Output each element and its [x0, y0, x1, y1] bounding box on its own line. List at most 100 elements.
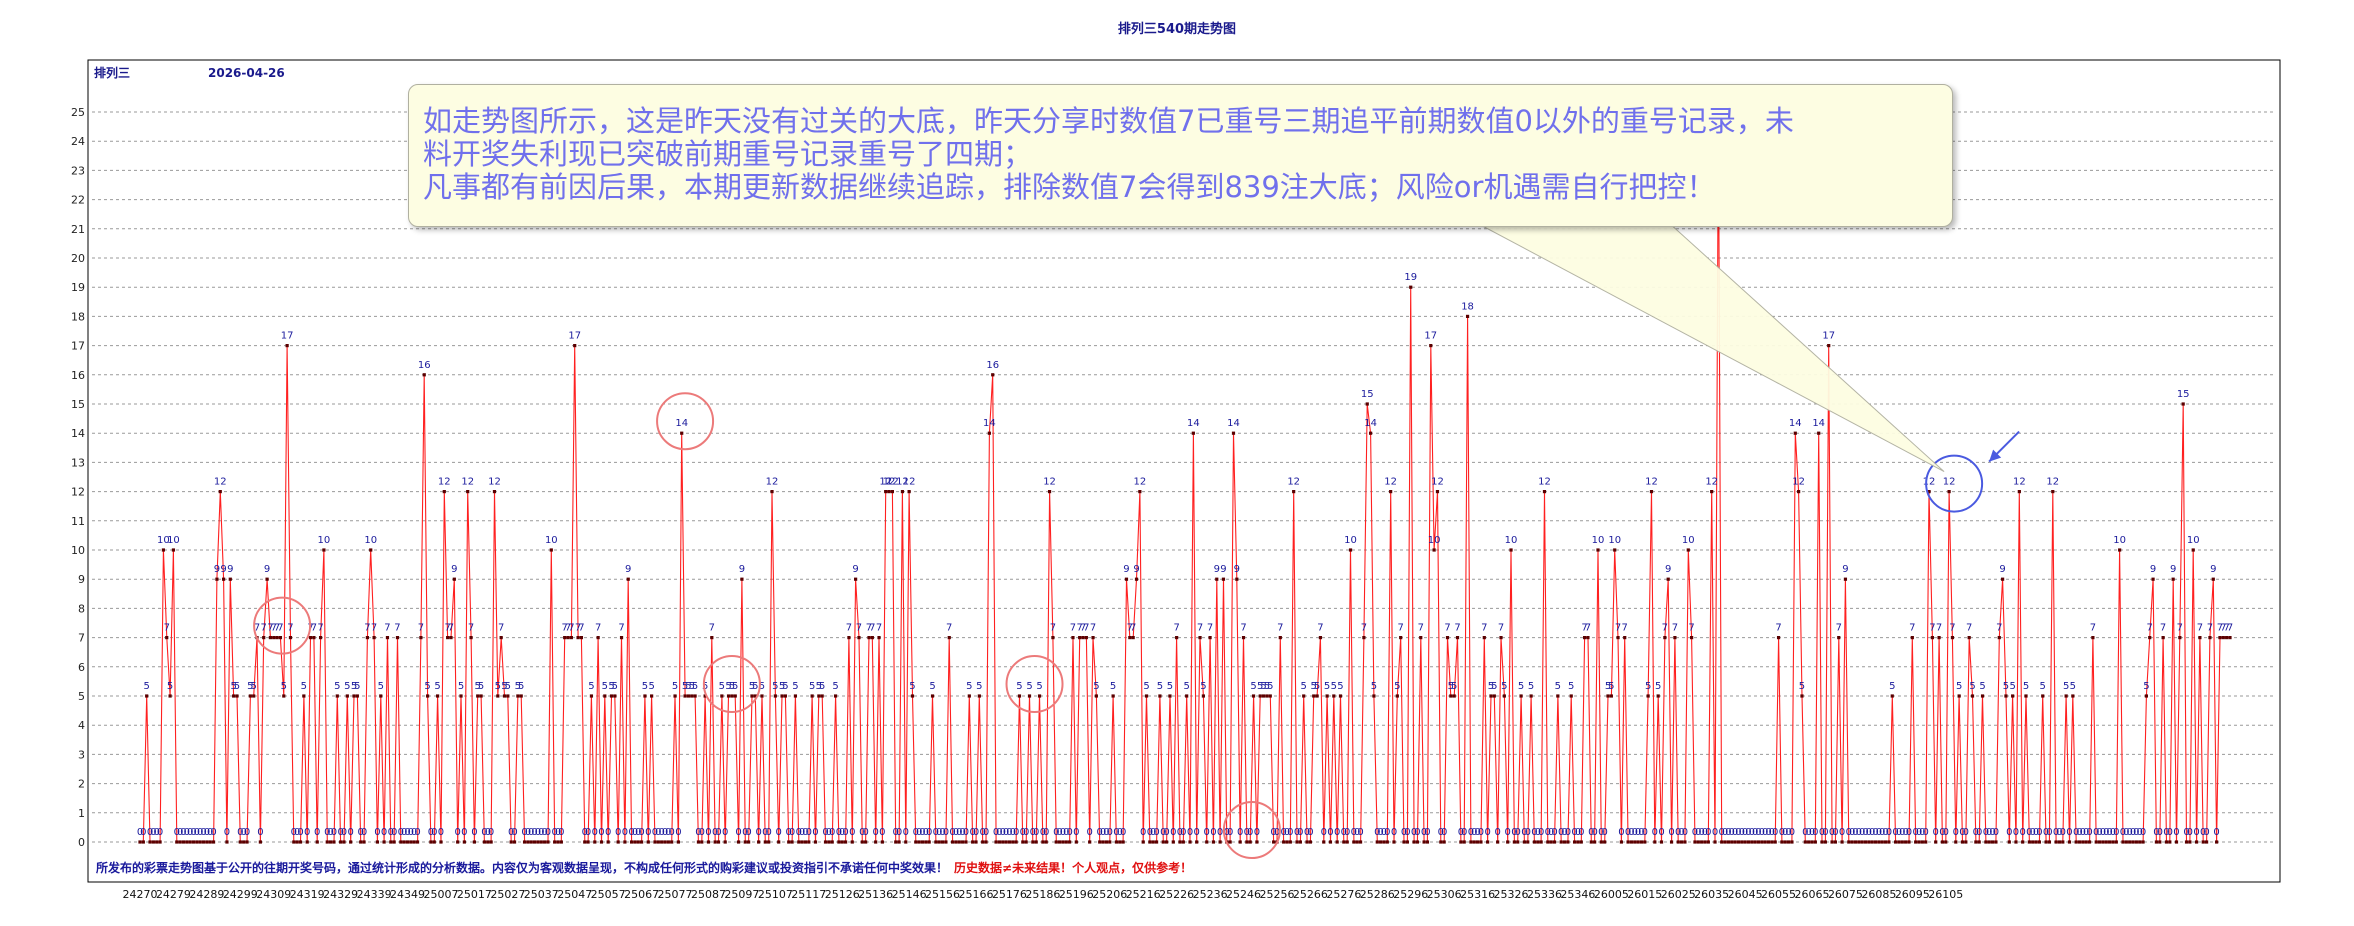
data-label: 5 [1167, 681, 1173, 692]
x-tick-label: 24279 [156, 888, 191, 901]
data-point [553, 840, 557, 844]
data-label: 0 [207, 827, 213, 838]
data-point [1114, 840, 1119, 844]
data-point [1158, 694, 1162, 698]
data-point [543, 840, 547, 844]
y-tick-label: 23 [71, 164, 85, 177]
data-label: 5 [1655, 681, 1661, 692]
data-label: 0 [341, 827, 347, 838]
data-point [1593, 840, 1597, 844]
data-label: 0 [1551, 827, 1557, 838]
x-tick-label: 25186 [1025, 888, 1060, 901]
highlight-circle [656, 392, 715, 451]
data-label: 0 [1923, 827, 1929, 838]
data-point [496, 694, 500, 698]
data-point [1629, 840, 1634, 844]
data-label: 5 [424, 681, 430, 692]
data-label: 5 [1555, 681, 1561, 692]
x-tick-label: 25326 [1494, 888, 1529, 901]
x-tick-label: 25097 [724, 888, 759, 901]
data-point [1609, 694, 1613, 698]
data-label: 0 [525, 827, 531, 838]
highlight-circle [702, 655, 761, 713]
data-label: 0 [1561, 827, 1567, 838]
data-point [1365, 402, 1369, 406]
data-point [907, 490, 911, 494]
x-tick-label: 25057 [591, 888, 626, 901]
data-label: 0 [980, 827, 986, 838]
data-point [1883, 840, 1888, 844]
data-point [1007, 840, 1012, 844]
data-point [1078, 636, 1082, 640]
data-label: 0 [1040, 827, 1046, 838]
data-point [499, 636, 503, 640]
data-point [706, 840, 711, 844]
data-label: 0 [1525, 827, 1531, 838]
data-label: 0 [585, 827, 591, 838]
data-point [880, 840, 884, 844]
data-point [262, 636, 266, 640]
data-label: 7 [274, 623, 280, 634]
x-tick-label: 25027 [490, 888, 525, 901]
data-point [1529, 694, 1533, 698]
data-label: 7 [618, 623, 624, 634]
data-point [1713, 840, 1717, 844]
data-label: 7 [2197, 623, 2203, 634]
data-point [2191, 548, 2195, 552]
data-label: 0 [1113, 827, 1119, 838]
data-label: 0 [969, 827, 975, 838]
data-point [1539, 840, 1543, 844]
y-tick-label: 16 [71, 369, 85, 382]
data-point [502, 694, 507, 698]
data-point [937, 840, 941, 844]
data-label: 5 [642, 681, 648, 692]
data-label: 0 [1735, 827, 1741, 838]
data-label: 0 [1769, 827, 1775, 838]
data-point [1081, 636, 1085, 640]
x-tick-label: 26085 [1861, 888, 1896, 901]
data-label: 7 [261, 623, 267, 634]
data-label: 7 [1398, 623, 1404, 634]
data-point [616, 840, 620, 844]
data-point [1292, 490, 1296, 494]
data-point [2027, 840, 2031, 844]
data-point [2101, 840, 2105, 844]
data-label: 7 [2177, 623, 2183, 634]
data-label: 0 [1087, 827, 1093, 838]
data-point [1827, 344, 1831, 348]
data-label: 5 [2143, 681, 2149, 692]
data-point [436, 694, 440, 698]
data-point [238, 840, 242, 844]
data-label: 0 [1270, 827, 1276, 838]
data-point [439, 840, 443, 844]
data-point [827, 840, 831, 844]
data-label: 7 [2147, 623, 2153, 634]
data-label: 5 [144, 681, 150, 692]
data-point [2161, 636, 2165, 640]
data-point [1415, 840, 1420, 844]
data-label: 0 [943, 827, 949, 838]
highlight-circle-last [1925, 454, 1984, 513]
data-point [884, 490, 888, 494]
data-point [1797, 490, 1801, 494]
data-label: 5 [1969, 681, 1975, 692]
data-label: 0 [521, 827, 527, 838]
data-point [1392, 840, 1396, 844]
data-label: 0 [983, 827, 989, 838]
data-label: 7 [1996, 623, 2002, 634]
data-point [399, 840, 403, 844]
data-point [924, 840, 928, 844]
data-point [1733, 840, 1737, 844]
data-label: 7 [254, 623, 260, 634]
data-point [1676, 840, 1680, 844]
data-point [670, 840, 674, 844]
data-point [563, 636, 567, 640]
data-label: 0 [294, 827, 300, 838]
data-label: 5 [749, 681, 755, 692]
data-label: 0 [2036, 827, 2042, 838]
data-label: 5 [2003, 681, 2009, 692]
data-point [1800, 694, 1804, 698]
data-label: 0 [2103, 827, 2109, 838]
data-point [145, 694, 149, 698]
data-label: 0 [454, 827, 460, 838]
